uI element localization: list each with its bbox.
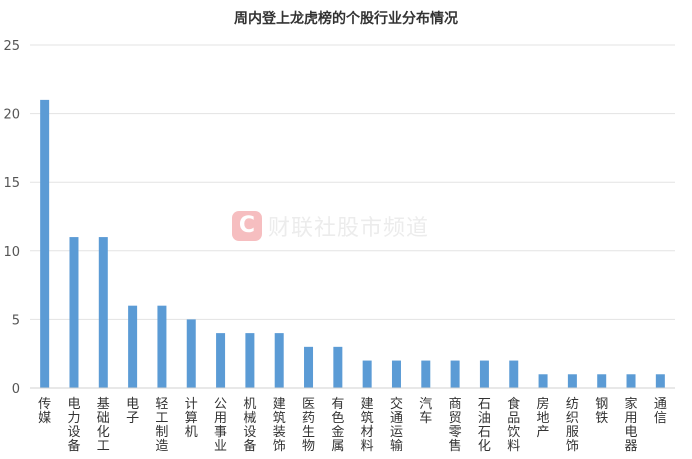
bar-通信: [655, 374, 665, 388]
bar-有色金属: [333, 346, 343, 388]
x-tick-label: 石油石化: [478, 397, 491, 454]
x-tick-label: 机械设备: [243, 397, 256, 454]
bar-食品饮料: [509, 360, 519, 388]
x-tick-label: 电力设备: [67, 397, 80, 454]
x-tick-label: 有色金属: [331, 397, 344, 454]
x-tick-label: 传媒: [38, 397, 51, 426]
y-tick-label: 25: [3, 39, 20, 54]
bar-机械设备: [245, 333, 255, 388]
bar-计算机: [186, 319, 196, 388]
bar-基础化工: [98, 237, 108, 388]
x-tick-label: 商贸零售: [449, 397, 462, 454]
watermark-logo-icon: C: [232, 211, 262, 241]
bar-钢铁: [597, 374, 607, 388]
bar-石油石化: [479, 360, 489, 388]
x-tick-label: 公用事业: [214, 397, 227, 454]
bar-家用电器: [626, 374, 636, 388]
x-tick-label: 通信: [654, 397, 667, 426]
y-axis-ticks: 0 5 10 15 20 25: [3, 39, 20, 397]
x-tick-label: 建筑装饰: [273, 397, 286, 454]
y-tick-label: 15: [3, 176, 20, 191]
x-tick-label: 建筑材料: [361, 397, 374, 454]
x-tick-label: 纺织服饰: [566, 397, 579, 454]
bar-公用事业: [216, 333, 226, 388]
bar-电力设备: [69, 237, 79, 388]
x-tick-label: 电子: [126, 397, 139, 426]
bars: [40, 99, 665, 388]
x-tick-label: 房地产: [537, 396, 550, 440]
bar-医药生物: [304, 346, 314, 388]
bar-轻工制造: [157, 305, 167, 388]
x-tick-label: 钢铁: [595, 397, 608, 426]
bar-房地产: [538, 374, 548, 388]
x-tick-label: 计算机: [185, 397, 198, 440]
x-tick-label: 交通运输: [390, 396, 403, 454]
bar-电子: [128, 305, 138, 388]
bar-建筑材料: [362, 360, 372, 388]
grid-lines: [30, 44, 675, 320]
bar-交通运输: [391, 360, 401, 388]
x-tick-label: 医药生物: [302, 397, 315, 454]
bar-商贸零售: [450, 360, 460, 388]
x-tick-label: 汽车: [419, 397, 432, 426]
x-tick-label: 食品饮料: [507, 396, 520, 454]
y-tick-label: 20: [3, 108, 20, 123]
watermark-text: 财联社股市频道: [268, 216, 430, 241]
bar-汽车: [421, 360, 431, 388]
bar-传媒: [40, 99, 50, 388]
y-tick-label: 10: [3, 245, 20, 260]
bar-建筑装饰: [274, 333, 284, 388]
x-tick-label: 基础化工: [97, 397, 110, 454]
x-tick-label: 轻工制造: [155, 397, 168, 454]
y-tick-label: 0: [12, 382, 20, 397]
x-tick-label: 家用电器: [625, 396, 638, 454]
y-tick-label: 5: [12, 313, 20, 328]
bar-纺织服饰: [567, 374, 577, 388]
x-axis-labels: 传媒 电力设备 基础化工 电子 轻工制造 计算机 公用事业 机械设备 建筑装饰 医药生物 有色金属 建…: [38, 396, 667, 454]
chart-title: 周内登上龙虎榜的个股行业分布情况: [234, 11, 458, 27]
watermark: C 财联社股市频道: [232, 210, 429, 242]
